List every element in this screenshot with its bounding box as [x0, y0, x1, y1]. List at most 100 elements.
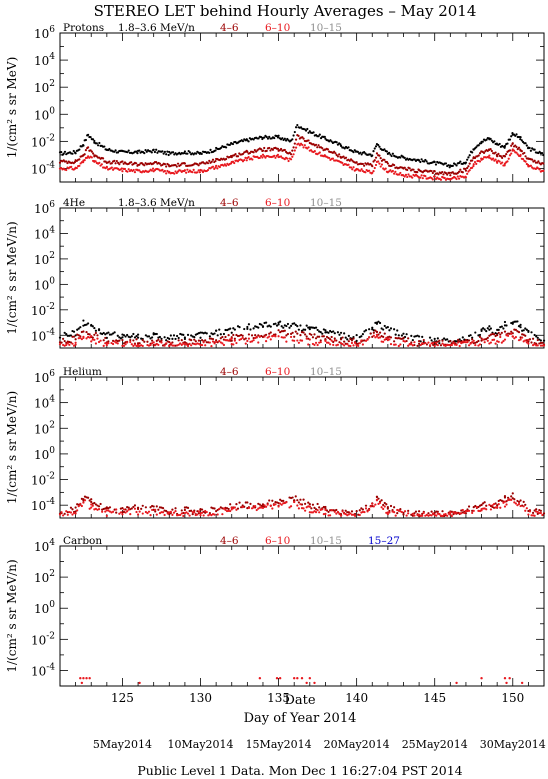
data-point	[516, 504, 519, 507]
data-point	[236, 155, 240, 158]
data-point	[199, 513, 202, 517]
data-point	[121, 513, 124, 516]
data-point	[276, 147, 280, 150]
data-point	[417, 513, 421, 516]
data-point	[372, 150, 375, 153]
data-point	[288, 506, 291, 509]
data-point	[427, 512, 430, 515]
data-point	[519, 499, 522, 502]
data-point	[516, 499, 519, 503]
data-point	[474, 331, 477, 334]
data-point	[420, 158, 423, 161]
data-point	[129, 513, 132, 516]
data-point	[233, 328, 236, 331]
data-point	[74, 506, 77, 509]
data-point	[289, 324, 293, 327]
data-point	[414, 510, 418, 513]
data-point	[82, 319, 85, 322]
y-axis-label: 1/(cm² s sr MeV/n)	[5, 391, 19, 504]
data-point	[424, 341, 427, 345]
data-point	[417, 159, 421, 162]
data-point	[79, 335, 82, 338]
data-point	[503, 146, 506, 149]
data-point	[389, 342, 393, 346]
data-point	[360, 507, 363, 510]
data-point	[499, 333, 502, 336]
data-point	[258, 503, 261, 506]
data-point	[471, 338, 474, 341]
data-point	[90, 156, 93, 159]
data-point	[94, 503, 98, 506]
data-point	[147, 510, 151, 513]
data-point	[277, 323, 280, 326]
panels: 10-4 10-2 100 102 104 106 1/(cm² s sr MeV) Prot…	[5, 22, 546, 705]
data-point	[261, 506, 265, 510]
data-point	[421, 512, 424, 515]
data-point	[80, 681, 84, 685]
data-point	[111, 510, 115, 513]
data-point	[268, 332, 271, 335]
data-point	[254, 336, 257, 340]
data-point	[175, 171, 178, 175]
series-3	[58, 142, 545, 181]
data-point	[297, 501, 300, 504]
data-point	[358, 509, 361, 512]
data-point	[97, 328, 101, 331]
data-point	[407, 173, 410, 176]
y-tick-label: 10-2	[31, 631, 55, 647]
data-point	[359, 169, 362, 172]
data-point	[524, 339, 527, 342]
data-point	[227, 334, 230, 337]
data-point	[144, 510, 147, 514]
data-point	[115, 511, 118, 514]
data-point	[171, 151, 175, 154]
data-point	[394, 514, 397, 517]
data-point	[519, 138, 522, 141]
data-point	[293, 322, 296, 325]
data-point	[274, 503, 277, 506]
data-point	[302, 331, 305, 334]
data-point	[279, 502, 282, 505]
data-point	[199, 508, 202, 511]
data-point	[308, 505, 311, 508]
data-point	[468, 154, 471, 157]
data-point	[541, 151, 544, 155]
data-point	[538, 168, 541, 171]
data-point	[296, 677, 299, 680]
data-point	[369, 505, 372, 508]
data-point	[313, 343, 316, 346]
y-axis-label: 1/(cm² s sr MeV/n)	[5, 221, 19, 334]
data-point	[375, 333, 379, 336]
data-point	[268, 135, 271, 138]
data-point	[375, 152, 379, 155]
data-point	[421, 514, 424, 517]
data-point	[332, 343, 335, 347]
data-point	[352, 166, 355, 169]
data-point	[341, 510, 344, 513]
data-point	[151, 336, 154, 339]
data-point	[58, 161, 62, 164]
data-point	[304, 328, 307, 331]
data-point	[508, 332, 511, 335]
data-point	[103, 145, 106, 148]
data-point	[179, 513, 182, 517]
data-point	[133, 171, 137, 174]
data-point	[403, 510, 407, 513]
data-point	[58, 343, 62, 346]
data-point	[206, 168, 210, 172]
data-point	[486, 336, 489, 339]
data-point	[446, 338, 449, 341]
data-point	[80, 338, 83, 341]
data-point	[204, 339, 207, 342]
data-point	[101, 510, 104, 513]
data-point	[308, 511, 311, 514]
y-axis-label: 1/(cm² s sr MeV/n)	[5, 559, 19, 672]
data-point	[308, 326, 311, 329]
data-point	[374, 156, 378, 159]
data-point	[289, 505, 293, 508]
data-point	[432, 342, 435, 345]
data-point	[455, 164, 458, 167]
data-point	[168, 340, 171, 344]
data-point	[260, 323, 263, 326]
data-point	[338, 512, 341, 516]
